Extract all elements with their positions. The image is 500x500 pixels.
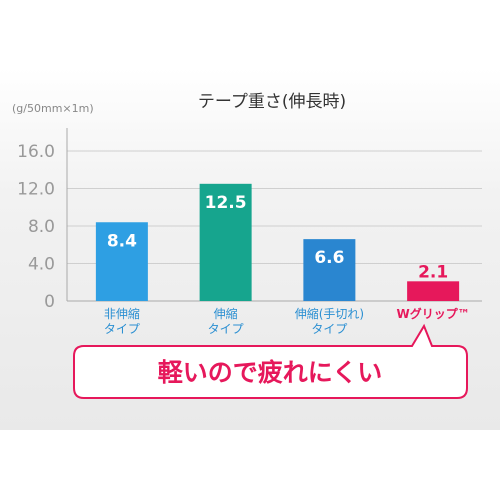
value-label: 12.5: [205, 193, 247, 213]
x-tick-label: 伸縮: [214, 306, 238, 321]
callout-bubble: [73, 323, 468, 399]
callout: 軽いので疲れにくい: [73, 323, 468, 399]
bar: [199, 183, 252, 301]
x-tick-label: タイプ: [208, 322, 244, 336]
bar: [303, 239, 356, 301]
y-tick-label: 12.0: [17, 180, 55, 200]
x-tick-label: 伸縮(手切れ): [295, 306, 364, 321]
x-tick-label: タイプ: [104, 322, 140, 336]
x-tick-label: タイプ: [311, 322, 347, 336]
x-tick-label: 非伸縮: [104, 306, 140, 321]
x-tick-label: Wグリップ™: [397, 306, 470, 321]
unit-label: (g/50mm×1m): [12, 102, 94, 115]
value-label: 8.4: [107, 231, 137, 251]
y-tick-label: 16.0: [17, 142, 55, 162]
bars: 8.4 12.5 6.6 2.1: [95, 183, 460, 301]
bar: [95, 222, 148, 301]
y-tick-label: 4.0: [28, 255, 55, 275]
y-tick-label: 8.0: [28, 217, 55, 237]
y-tick-label: 0: [44, 292, 55, 312]
value-label: 2.1: [418, 262, 448, 282]
y-axis-ticks: 16.0 12.0 8.0 4.0 0: [17, 142, 55, 312]
value-label: 6.6: [314, 248, 344, 268]
bar: [407, 281, 460, 301]
chart-title: テープ重さ(伸長時): [198, 92, 346, 112]
callout-text: 軽いので疲れにくい: [158, 358, 383, 387]
